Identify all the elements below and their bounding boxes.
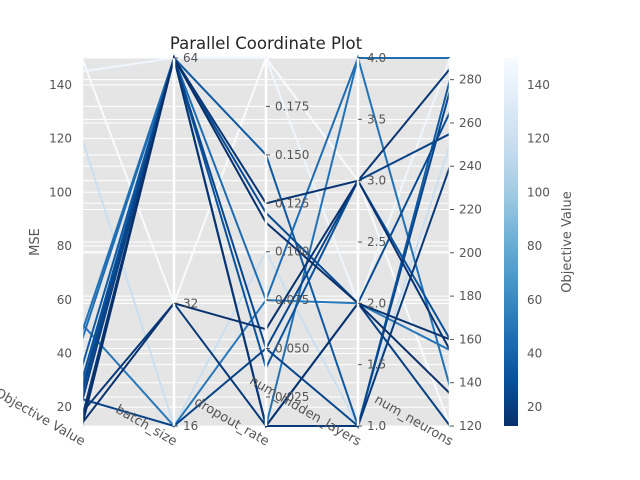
colorbar [504, 58, 518, 426]
tick-label: 120 [459, 419, 482, 433]
colorbar-tick-labels: 20 40 60 80 100 120 140 [527, 78, 550, 414]
tick-label: 60 [57, 293, 72, 307]
tick-label: 120 [49, 132, 72, 146]
chart-title: Parallel Coordinate Plot [170, 34, 363, 53]
tick-label: 0.175 [275, 99, 309, 113]
tick-label: 80 [57, 239, 72, 253]
y-axis-label: MSE [28, 228, 43, 256]
tick-label: 1.5 [367, 358, 386, 372]
colorbar-tick-label: 120 [527, 132, 550, 146]
tick-label: 160 [459, 332, 482, 346]
tick-label: 0.050 [275, 342, 309, 356]
tick-label: 200 [459, 246, 482, 260]
tick-label: 220 [459, 203, 482, 217]
tick-label: 0.125 [275, 196, 309, 210]
colorbar-label: Objective Value [560, 191, 575, 292]
tick-label: 4.0 [367, 51, 386, 65]
tick-label: 32 [183, 296, 198, 310]
tick-label: 180 [459, 289, 482, 303]
axis-tick-labels: 20 40 60 80 100 120 140 16 32 64 0.025 0.050 0.075 0.… [49, 51, 482, 433]
colorbar-tick-label: 80 [527, 239, 542, 253]
tick-label: 280 [459, 73, 482, 87]
tick-label: 140 [49, 78, 72, 92]
tick-label: 0.075 [275, 293, 309, 307]
tick-label: 240 [459, 159, 482, 173]
colorbar-tick-label: 20 [527, 400, 542, 414]
tick-label: 40 [57, 346, 72, 360]
colorbar-tick-label: 100 [527, 185, 550, 199]
tick-label: 2.5 [367, 235, 386, 249]
tick-label: 1.0 [367, 419, 386, 433]
colorbar-tick-label: 140 [527, 78, 550, 92]
tick-label: 260 [459, 116, 482, 130]
tick-label: 16 [183, 419, 198, 433]
tick-label: 140 [459, 376, 482, 390]
tick-label: 3.5 [367, 112, 386, 126]
tick-label: 64 [183, 51, 198, 65]
colorbar-tick-label: 40 [527, 346, 542, 360]
tick-label: 0.025 [275, 390, 309, 404]
axis-name: Objective Value [0, 386, 87, 450]
tick-label: 20 [57, 400, 72, 414]
tick-label: 0.100 [275, 245, 309, 259]
tick-label: 3.0 [367, 174, 386, 188]
tick-label: 0.150 [275, 148, 309, 162]
tick-label: 100 [49, 185, 72, 199]
colorbar-tick-label: 60 [527, 293, 542, 307]
tick-label: 2.0 [367, 296, 386, 310]
